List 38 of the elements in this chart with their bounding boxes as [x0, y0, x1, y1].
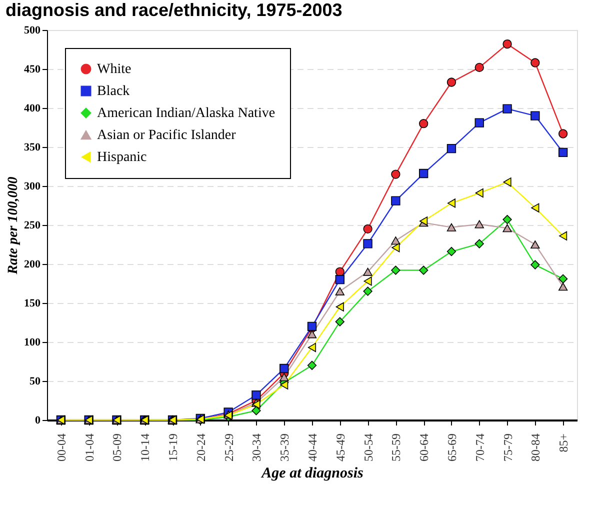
x-tick-label: 40-44 — [306, 434, 320, 462]
x-tick-label: 25-29 — [222, 434, 236, 462]
x-tick-label: 30-34 — [250, 434, 264, 462]
x-tick-label: 85+ — [556, 433, 571, 452]
legend-label: Hispanic — [97, 150, 147, 165]
x-tick-label: 60-64 — [417, 434, 432, 462]
legend-label: White — [97, 62, 132, 77]
y-tick-label: 200 — [24, 258, 41, 270]
y-tick-label: 50 — [30, 376, 41, 388]
x-tick-label: 05-09 — [110, 434, 124, 462]
y-tick-label: 350 — [24, 142, 41, 154]
x-tick-label: 45-49 — [333, 434, 348, 462]
x-tick-label: 15-19 — [166, 434, 180, 462]
y-tick-label: 300 — [24, 180, 41, 192]
x-tick-label: 55-59 — [389, 434, 404, 462]
x-tick-label: 80-84 — [528, 434, 543, 462]
x-tick-label: 01-04 — [82, 434, 96, 462]
y-tick-label: 400 — [24, 102, 41, 114]
x-axis-title: Age at diagnosis — [260, 465, 364, 482]
legend-label: Black — [97, 84, 130, 99]
x-tick-label: 65-69 — [444, 434, 459, 462]
y-axis-title: Rate per 100,000 — [6, 176, 21, 276]
x-tick-label: 20-24 — [194, 434, 208, 462]
x-tick-label: 50-54 — [361, 434, 376, 462]
x-tick-label: 70-74 — [472, 434, 487, 462]
x-tick-label: 10-14 — [138, 434, 152, 462]
legend-label: Asian or Pacific Islander — [97, 128, 236, 143]
y-tick-label: 250 — [24, 220, 41, 232]
y-tick-label: 500 — [24, 24, 41, 36]
y-tick-label: 450 — [24, 64, 41, 76]
y-tick-label: 150 — [24, 298, 41, 310]
x-tick-label: 75-79 — [500, 434, 515, 462]
chart-title: diagnosis and race/ethnicity, 1975-2003 — [6, 0, 342, 20]
legend-label: American Indian/Alaska Native — [97, 106, 276, 121]
x-tick-label: 35-39 — [278, 434, 292, 462]
y-tick-label: 0 — [35, 414, 41, 426]
x-tick-label: 00-04 — [54, 434, 68, 462]
y-tick-label: 100 — [24, 336, 41, 348]
